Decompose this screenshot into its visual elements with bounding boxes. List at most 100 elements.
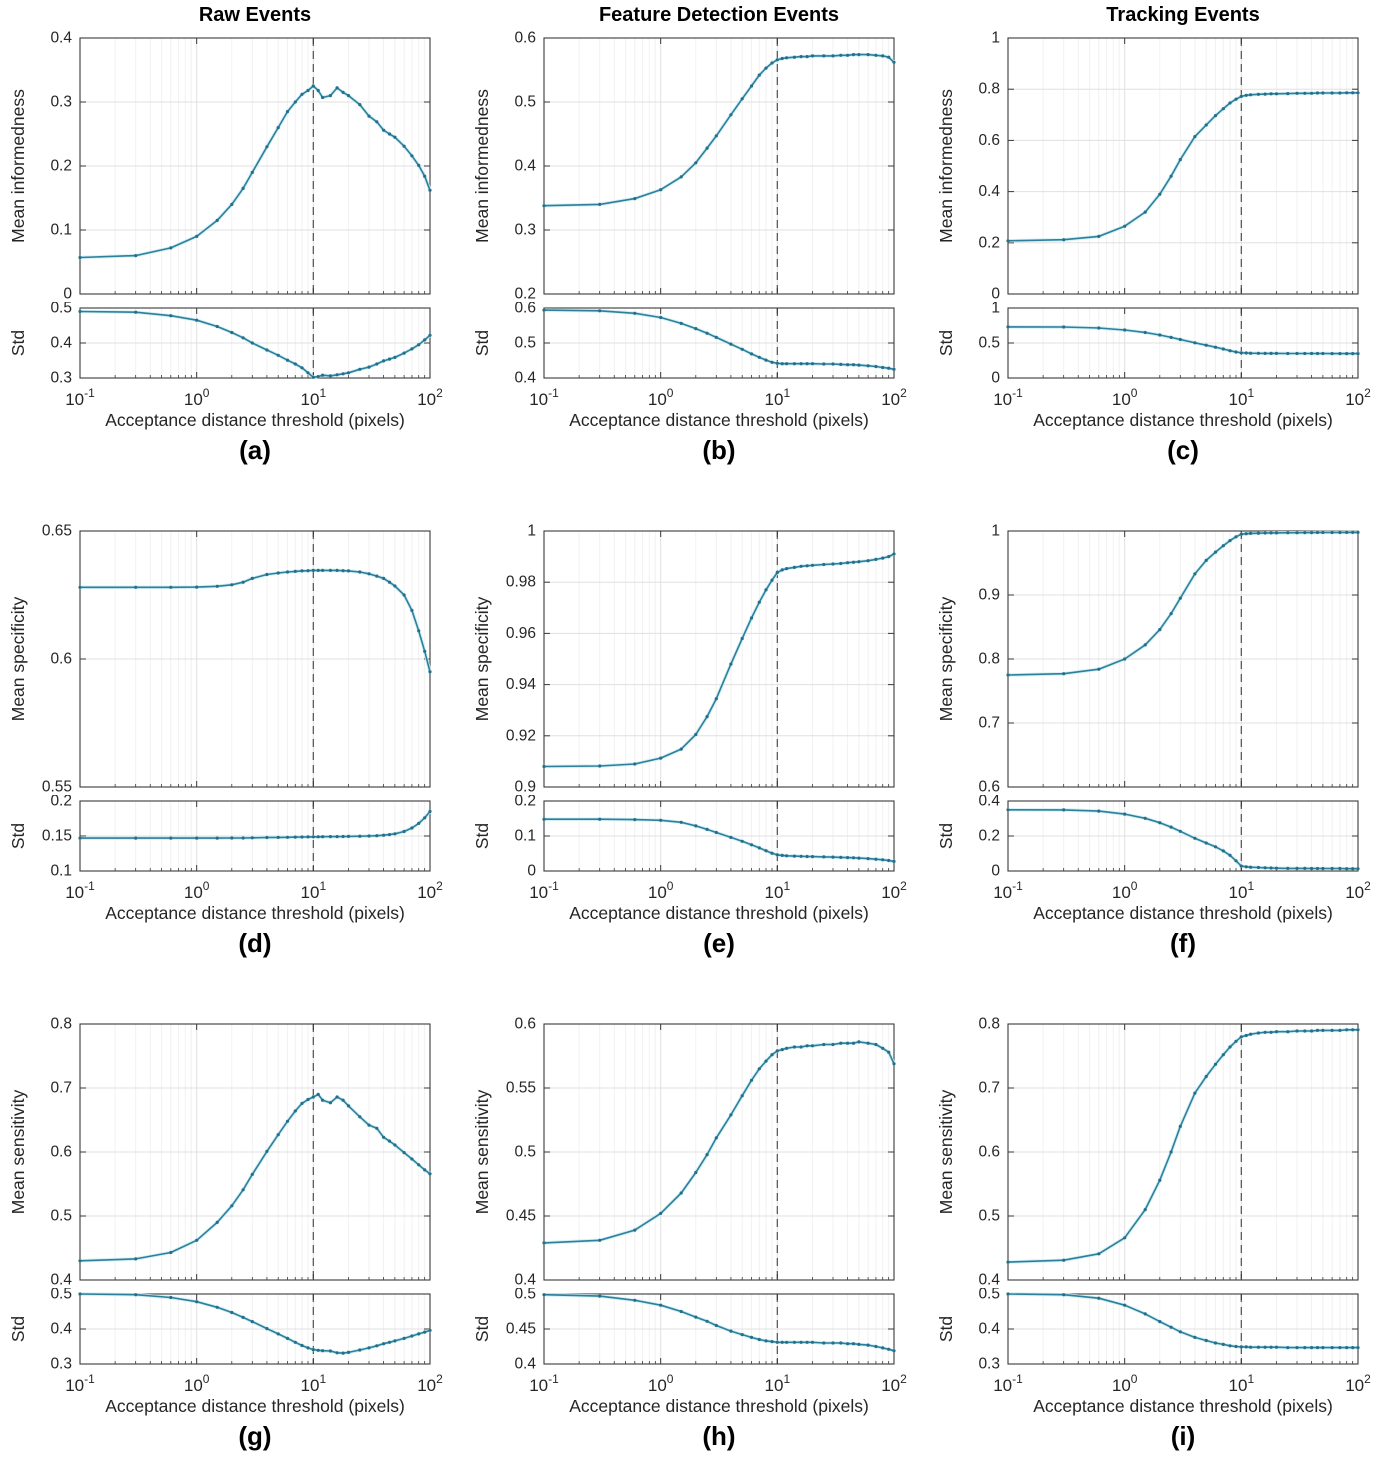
svg-text:0: 0	[63, 286, 72, 303]
chart-panel-e: 0.9 0.92 0.94 0.96 0.98 1 Mean specificity 0 0.…	[464, 493, 928, 986]
svg-text:0.4: 0.4	[50, 335, 72, 352]
svg-text:0: 0	[527, 863, 536, 880]
svg-text:0.6: 0.6	[978, 132, 1000, 149]
column-title-empty	[510, 986, 928, 1016]
svg-text:0.6: 0.6	[514, 1016, 536, 1033]
svg-text:0.2: 0.2	[978, 234, 1000, 251]
svg-text:Mean sensitivity: Mean sensitivity	[936, 1090, 956, 1215]
svg-text:0.7: 0.7	[978, 1080, 1000, 1097]
svg-text:0.4: 0.4	[978, 795, 1000, 810]
svg-text:0.8: 0.8	[50, 1016, 72, 1033]
svg-text:0.1: 0.1	[50, 222, 72, 239]
main-plot-g: 0.4 0.5 0.6 0.7 0.8 Mean sensitivity	[0, 1016, 464, 1288]
svg-text:0.1: 0.1	[514, 828, 536, 845]
svg-text:0.8: 0.8	[978, 651, 1000, 668]
svg-text:0.8: 0.8	[978, 81, 1000, 98]
x-axis-label: Acceptance distance threshold (pixels)	[569, 410, 869, 430]
svg-text:0.4: 0.4	[514, 1356, 536, 1373]
svg-text:0.7: 0.7	[50, 1080, 72, 1097]
svg-text:1: 1	[527, 523, 536, 540]
svg-text:0.6: 0.6	[514, 30, 536, 47]
panel-letter-i: (i)	[1170, 1421, 1196, 1451]
column-title-feature-detection-events: Feature Detection Events	[598, 4, 840, 26]
svg-text:0.55: 0.55	[506, 1080, 536, 1097]
svg-text:0.2: 0.2	[50, 158, 72, 175]
main-plot-e: 0.9 0.92 0.94 0.96 0.98 1 Mean specificity	[464, 523, 928, 795]
x-axis-label: Acceptance distance threshold (pixels)	[1033, 903, 1333, 923]
svg-text:0.3: 0.3	[978, 1356, 1000, 1373]
svg-text:0.6: 0.6	[50, 651, 72, 668]
chart-panel-a: Raw Events 0 0.1 0.2 0.3 0.4 Mean informednes…	[0, 0, 464, 493]
chart-panel-d: 0.55 0.6 0.65 Mean specificity 0.1 0.15 0.2 St…	[0, 493, 464, 986]
svg-text:0.3: 0.3	[514, 222, 536, 239]
svg-text:0.65: 0.65	[42, 523, 72, 540]
column-title-raw-events: Raw Events	[198, 4, 312, 26]
svg-text:Std: Std	[8, 1316, 28, 1342]
main-plot-f: 0.6 0.7 0.8 0.9 1 Mean specificity	[928, 523, 1392, 795]
chart-panel-g: 0.4 0.5 0.6 0.7 0.8 Mean sensitivity 0.3 0.4 0.…	[0, 986, 464, 1479]
column-title-empty	[46, 493, 464, 523]
svg-text:Mean informedness: Mean informedness	[8, 89, 28, 243]
panel-letter-d: (d)	[238, 928, 272, 958]
main-plot-a: 0 0.1 0.2 0.3 0.4 Mean informedness	[0, 30, 464, 302]
svg-text:0.2: 0.2	[978, 828, 1000, 845]
column-title-empty	[46, 986, 464, 1016]
chart-panel-f: 0.6 0.7 0.8 0.9 1 Mean specificity 0 0.2 0.4 Std…	[928, 493, 1392, 986]
svg-text:Mean specificity: Mean specificity	[936, 597, 956, 722]
svg-text:0.5: 0.5	[50, 1288, 72, 1303]
svg-text:0.6: 0.6	[978, 779, 1000, 796]
x-axis-label: Acceptance distance threshold (pixels)	[105, 410, 405, 430]
svg-text:0.6: 0.6	[514, 302, 536, 317]
svg-text:Std: Std	[8, 330, 28, 356]
panel-letter-a: (a)	[239, 435, 271, 465]
panel-letter-f: (f)	[1170, 928, 1196, 958]
chart-panel-c: Tracking Events 0 0.2 0.4 0.6 0.8 1 Mean infor…	[928, 0, 1392, 493]
main-plot-c: 0 0.2 0.4 0.6 0.8 1 Mean informedness	[928, 30, 1392, 302]
svg-text:0.5: 0.5	[50, 302, 72, 317]
svg-text:0: 0	[991, 370, 1000, 387]
svg-text:0: 0	[991, 863, 1000, 880]
panel-letter-e: (e)	[703, 928, 735, 958]
svg-text:0.2: 0.2	[50, 795, 72, 810]
x-axis-label: Acceptance distance threshold (pixels)	[569, 1396, 869, 1416]
svg-text:0.4: 0.4	[978, 183, 1000, 200]
svg-text:Mean sensitivity: Mean sensitivity	[8, 1090, 28, 1215]
svg-text:0.7: 0.7	[978, 715, 1000, 732]
svg-text:0: 0	[991, 286, 1000, 303]
svg-text:0.4: 0.4	[514, 1272, 536, 1289]
svg-text:0.3: 0.3	[50, 370, 72, 387]
svg-text:0.6: 0.6	[50, 1144, 72, 1161]
svg-text:0.4: 0.4	[50, 1272, 72, 1289]
svg-text:0.94: 0.94	[506, 676, 537, 693]
chart-panel-h: 0.4 0.45 0.5 0.55 0.6 Mean sensitivity 0.4 0.4…	[464, 986, 928, 1479]
column-title-empty	[974, 493, 1392, 523]
svg-text:Std: Std	[936, 1316, 956, 1342]
svg-text:0.1: 0.1	[50, 863, 72, 880]
svg-text:1: 1	[991, 30, 1000, 47]
svg-text:0.3: 0.3	[50, 94, 72, 111]
svg-text:1: 1	[991, 302, 1000, 317]
svg-text:0.9: 0.9	[514, 779, 536, 796]
panel-letter-h: (h)	[702, 1421, 736, 1451]
svg-text:Mean informedness: Mean informedness	[472, 89, 492, 243]
main-plot-b: 0.2 0.3 0.4 0.5 0.6 Mean informedness	[464, 30, 928, 302]
x-axis-label: Acceptance distance threshold (pixels)	[1033, 1396, 1333, 1416]
svg-text:Std: Std	[8, 823, 28, 849]
main-plot-d: 0.55 0.6 0.65 Mean specificity	[0, 523, 464, 795]
column-title-empty	[974, 986, 1392, 1016]
svg-text:Std: Std	[472, 823, 492, 849]
svg-text:Mean informedness: Mean informedness	[936, 89, 956, 243]
x-axis-label: Acceptance distance threshold (pixels)	[105, 1396, 405, 1416]
svg-text:0.4: 0.4	[50, 30, 72, 47]
svg-text:Mean specificity: Mean specificity	[472, 597, 492, 722]
svg-text:0.5: 0.5	[514, 335, 536, 352]
svg-text:0.4: 0.4	[978, 1272, 1000, 1289]
svg-text:0.3: 0.3	[50, 1356, 72, 1373]
